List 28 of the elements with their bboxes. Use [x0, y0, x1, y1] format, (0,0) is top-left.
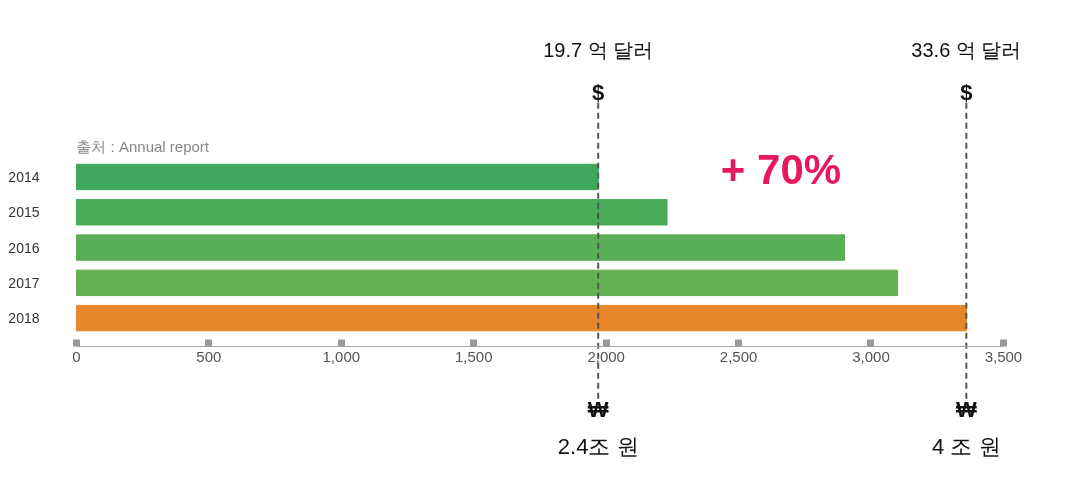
- y-tick-label: 2015: [8, 204, 40, 221]
- y-tick-label: 2014: [8, 168, 40, 185]
- source-note: 출처 : Annual report: [76, 138, 210, 156]
- text: $: [592, 79, 605, 105]
- x-tick-label: 3,500: [984, 348, 1023, 366]
- y-tick-label: 2016: [8, 239, 40, 256]
- bar: [75, 234, 846, 261]
- y-tick-label: 2017: [8, 274, 40, 291]
- x-tick-label: 3,000: [852, 348, 890, 366]
- x-tick-label: 1,000: [322, 348, 361, 366]
- x-tick-label: 1,500: [454, 348, 493, 366]
- annotation: + 70%: [720, 146, 842, 194]
- text: 4 조 원: [932, 434, 1001, 460]
- y-tick-label: 2018: [8, 310, 40, 327]
- x-tick-label: 0: [72, 348, 81, 366]
- x-tick-label: 500: [196, 348, 222, 366]
- bar: [75, 163, 599, 191]
- bar: [75, 304, 967, 332]
- text: 2.4조 원: [557, 434, 639, 460]
- x-tick-label: 2,000: [587, 348, 625, 366]
- bar: [75, 199, 668, 226]
- ref-line-label: 33.6 억 달러: [911, 38, 1022, 61]
- text: ₩: [955, 397, 977, 423]
- x-tick-label: 2,500: [719, 348, 758, 366]
- text: ₩: [587, 397, 609, 423]
- ref-line-label: 19.7 억 달러: [543, 38, 654, 61]
- text: $: [960, 79, 973, 105]
- bar: [75, 269, 898, 297]
